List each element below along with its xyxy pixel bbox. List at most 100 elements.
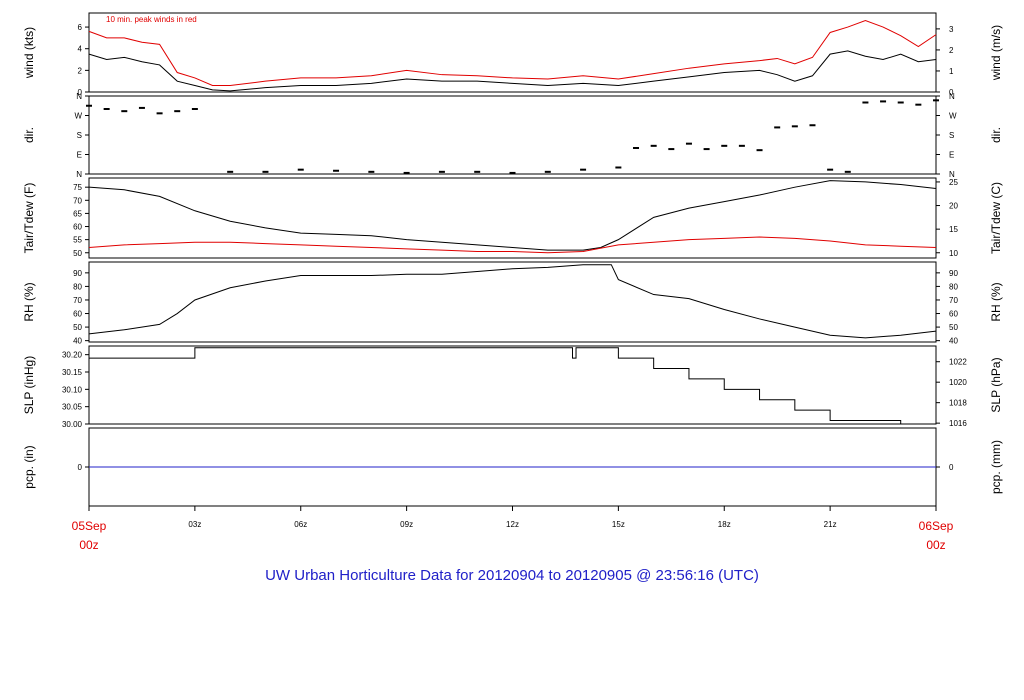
y-axis-label-right: RH (%) — [989, 282, 1003, 321]
y-tick-label-right: 0 — [949, 88, 954, 97]
y-tick-label-left: 30.15 — [62, 368, 83, 377]
y-tick-label-left: 60 — [73, 223, 82, 232]
y-tick-label-left: E — [77, 151, 82, 160]
direction-point — [174, 110, 181, 113]
y-tick-label-right: 80 — [949, 282, 958, 291]
direction-point — [703, 148, 710, 151]
direction-point — [103, 108, 110, 110]
y-axis-label-right: pcp. (mm) — [989, 440, 1003, 494]
panel-frame — [88, 345, 937, 425]
direction-point — [650, 144, 657, 147]
direction-point — [809, 124, 816, 127]
y-tick-label-right: 60 — [949, 310, 958, 319]
y-tick-label-left: 6 — [78, 23, 83, 32]
x-tick-label: 03z — [188, 520, 201, 529]
y-tick-label-left: 80 — [73, 282, 82, 291]
y-tick-label-right: 1020 — [949, 378, 967, 387]
y-axis-label-right: wind (m/s) — [989, 25, 1003, 81]
direction-point — [156, 112, 163, 115]
x-tick-label: 15z — [612, 520, 625, 529]
direction-point — [738, 144, 745, 147]
y-tick-label-right: 3 — [949, 25, 954, 34]
y-tick-label-right: 15 — [949, 225, 958, 234]
x-end-label-date: 06Sep — [919, 519, 954, 533]
series-line-air-temperature — [88, 180, 937, 251]
direction-point — [474, 170, 481, 173]
x-tick-label: 18z — [718, 520, 731, 529]
y-tick-label-right: S — [949, 131, 954, 140]
y-tick-label-left: W — [74, 112, 82, 121]
x-end-label-date: 05Sep — [72, 519, 107, 533]
y-tick-label-left: 55 — [73, 236, 82, 245]
direction-point — [227, 170, 234, 173]
direction-point — [756, 149, 763, 152]
y-tick-label-right: 50 — [949, 323, 958, 332]
x-tick-label: 21z — [824, 520, 837, 529]
direction-point — [827, 168, 834, 171]
direction-point — [262, 170, 269, 173]
y-axis-label-left: SLP (inHg) — [22, 356, 36, 414]
direction-point — [774, 126, 781, 129]
y-tick-label-left: 75 — [73, 183, 82, 192]
series-line-peak — [88, 20, 937, 87]
panel-frame — [88, 177, 937, 259]
figure-title: UW Urban Horticulture Data for 20120904 … — [265, 567, 759, 584]
y-tick-label-right: 1016 — [949, 419, 967, 428]
direction-point — [438, 170, 445, 173]
y-tick-label-right: 40 — [949, 337, 958, 346]
direction-point — [86, 104, 92, 107]
y-axis-label-left: dir. — [22, 127, 36, 143]
direction-point — [933, 99, 939, 102]
x-tick-label: 12z — [506, 520, 519, 529]
y-tick-label-right: 1018 — [949, 399, 967, 408]
y-tick-label-right: 1 — [949, 67, 954, 76]
direction-point — [138, 106, 145, 109]
direction-point — [685, 142, 692, 145]
direction-point — [191, 108, 198, 110]
y-tick-label-right: N — [949, 170, 955, 179]
y-tick-label-left: 65 — [73, 209, 82, 218]
panel-frame — [88, 261, 937, 343]
x-end-label-hour: 00z — [926, 538, 945, 552]
direction-point — [862, 101, 869, 104]
direction-point — [880, 100, 887, 103]
direction-point — [121, 110, 128, 113]
direction-point — [333, 169, 340, 172]
y-tick-label-right: 70 — [949, 296, 958, 305]
y-tick-label-left: 40 — [73, 337, 82, 346]
y-tick-label-left: 90 — [73, 269, 82, 278]
y-tick-label-left: 0 — [78, 463, 83, 472]
y-tick-label-right: N — [949, 92, 955, 101]
direction-point — [633, 147, 640, 149]
y-tick-label-left: 30.10 — [62, 385, 83, 394]
y-tick-label-left: 4 — [78, 45, 83, 54]
y-tick-label-left: 30.20 — [62, 351, 83, 360]
y-axis-label-right: dir. — [989, 127, 1003, 143]
series-line-dew-point — [88, 236, 937, 254]
direction-point — [915, 103, 922, 106]
x-tick-label: 09z — [400, 520, 413, 529]
y-axis-label-right: Tair/Tdew (C) — [989, 182, 1003, 254]
series-line-data — [88, 264, 937, 339]
direction-point — [897, 101, 904, 104]
y-tick-label-right: 10 — [949, 249, 958, 258]
direction-point — [403, 171, 410, 174]
direction-point — [509, 171, 516, 174]
x-end-label-hour: 00z — [79, 538, 98, 552]
y-tick-label-left: N — [76, 92, 82, 101]
y-tick-label-left: 50 — [73, 323, 82, 332]
y-tick-label-left: 70 — [73, 196, 82, 205]
direction-point — [721, 144, 728, 147]
y-tick-label-right: W — [949, 112, 957, 121]
y-tick-label-left: S — [77, 131, 82, 140]
direction-point — [544, 170, 551, 173]
y-tick-label-left: N — [76, 170, 82, 179]
y-tick-label-left: 70 — [73, 296, 82, 305]
y-tick-label-right: 2 — [949, 46, 954, 55]
y-axis-label-left: Tair/Tdew (F) — [22, 183, 36, 254]
series-line-data — [89, 347, 936, 425]
y-axis-label-left: RH (%) — [22, 282, 36, 321]
y-axis-label-left: pcp. (in) — [22, 445, 36, 488]
